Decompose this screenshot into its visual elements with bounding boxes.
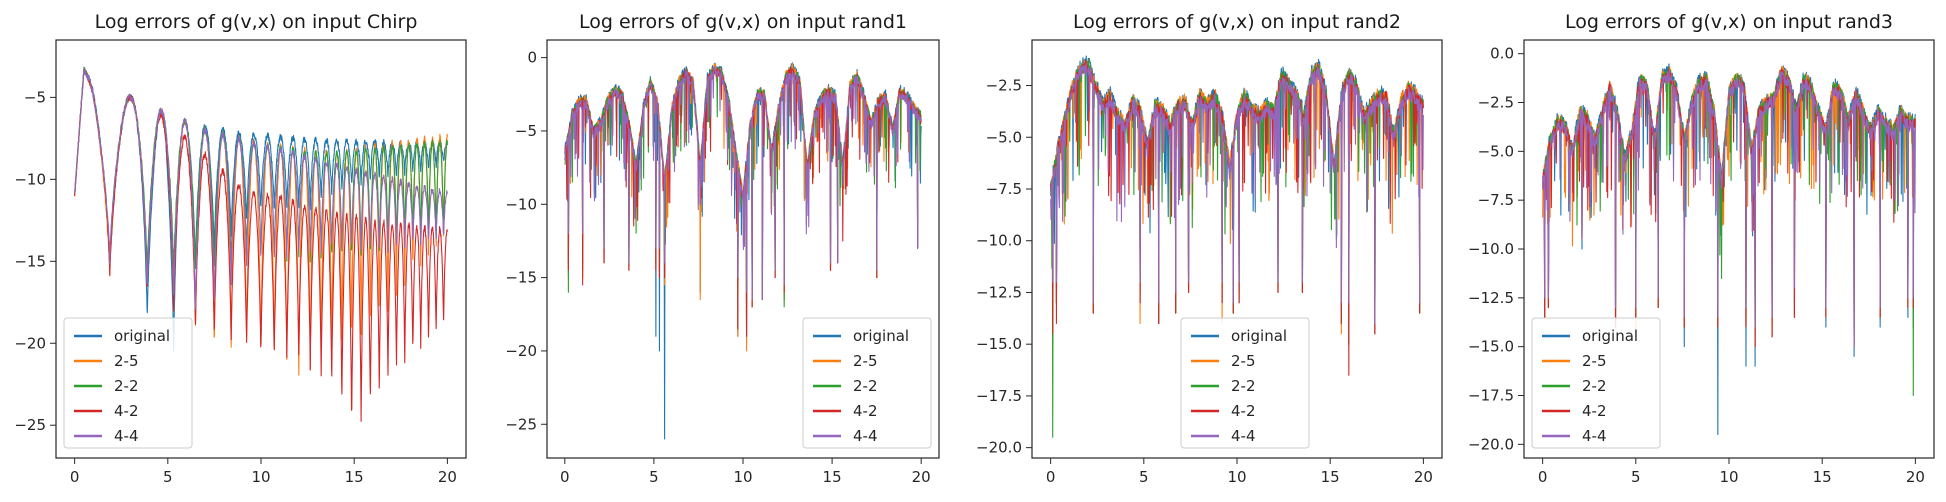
- y-tick-label: −10.0: [976, 232, 1022, 250]
- legend-label: 2-2: [114, 377, 139, 395]
- legend-label: 4-2: [114, 402, 139, 420]
- y-tick-label: −10: [14, 170, 46, 188]
- legend-box: [802, 317, 932, 449]
- y-tick-label: −20.0: [976, 439, 1022, 457]
- legend-label: original: [1231, 327, 1287, 345]
- legend-label: original: [1582, 327, 1638, 345]
- x-tick-label: 20: [1414, 468, 1433, 486]
- series-line-4-4: [564, 66, 922, 301]
- x-tick-label: 0: [70, 468, 80, 486]
- legend-label: 4-2: [1582, 402, 1607, 420]
- y-tick-label: −5: [24, 88, 46, 106]
- x-tick-label: 20: [438, 468, 457, 486]
- legend: original 2-5 2-2 4-2 4-4: [63, 317, 193, 449]
- legend-label: 4-2: [853, 402, 878, 420]
- legend-label: 2-5: [1231, 352, 1256, 370]
- y-tick-label: −25: [14, 416, 46, 434]
- x-tick-label: 5: [649, 468, 659, 486]
- y-tick-label: −20: [14, 334, 46, 352]
- legend: original 2-5 2-2 4-2 4-4: [802, 317, 932, 449]
- legend: original 2-5 2-2 4-2 4-4: [1180, 317, 1310, 449]
- y-tick-label: −17.5: [976, 387, 1022, 405]
- y-tick-label: −2.5: [986, 77, 1022, 95]
- subplot-title: Log errors of g(v,x) on input rand3: [1565, 11, 1893, 33]
- y-tick-label: 0.0: [1490, 45, 1514, 63]
- y-tick-label: −15: [14, 252, 46, 270]
- y-tick-label: −25: [505, 415, 537, 433]
- subplot-rand2: Log errors of g(v,x) on input rand2 0 5 10…: [976, 11, 1443, 486]
- x-tick-label: 15: [1321, 468, 1340, 486]
- series-lines: [1050, 55, 1424, 438]
- series-lines: [74, 66, 448, 422]
- series-line-4-4: [1050, 62, 1424, 325]
- y-tick-label: −10.0: [1468, 240, 1514, 258]
- x-tick-label: 0: [560, 468, 570, 486]
- series-line-4-4: [74, 68, 448, 310]
- x-tick-label: 0: [1046, 468, 1056, 486]
- x-tick-label: 10: [251, 468, 270, 486]
- series-lines: [1542, 63, 1916, 436]
- x-tick-label: 15: [1813, 468, 1832, 486]
- y-tick-label: 0: [527, 49, 537, 67]
- y-tick-label: −17.5: [1468, 386, 1514, 404]
- subplot-rand3: Log errors of g(v,x) on input rand3 0 5 10…: [1468, 11, 1935, 486]
- subplot-chirp: Log errors of g(v,x) on input Chirp 0 5 10…: [14, 11, 467, 486]
- legend-label: 2-2: [1231, 377, 1256, 395]
- x-tick-label: 20: [912, 468, 931, 486]
- x-tick-label: 10: [1719, 468, 1738, 486]
- legend-label: 2-2: [853, 377, 878, 395]
- legend-label: 4-4: [853, 427, 878, 445]
- y-tick-label: −10: [505, 195, 537, 213]
- y-tick-label: −12.5: [976, 283, 1022, 301]
- x-tick-label: 5: [1631, 468, 1641, 486]
- legend-label: 2-2: [1582, 377, 1607, 395]
- x-tick-label: 10: [733, 468, 752, 486]
- x-tick-label: 0: [1538, 468, 1548, 486]
- y-tick-label: −2.5: [1478, 94, 1514, 112]
- legend-label: 4-4: [1582, 427, 1607, 445]
- legend-box: [63, 317, 193, 449]
- x-tick-label: 20: [1906, 468, 1925, 486]
- x-tick-label: 5: [1139, 468, 1149, 486]
- x-tick-label: 10: [1227, 468, 1246, 486]
- x-tick-label: 15: [345, 468, 364, 486]
- series-line-4-4: [1542, 69, 1916, 348]
- y-tick-label: −5.0: [1478, 142, 1514, 160]
- y-tick-label: −12.5: [1468, 289, 1514, 307]
- y-tick-label: −20: [505, 342, 537, 360]
- y-tick-label: −5: [515, 122, 537, 140]
- legend-label: original: [114, 327, 170, 345]
- legend-label: 2-5: [853, 352, 878, 370]
- y-tick-label: −20.0: [1468, 435, 1514, 453]
- y-tick-label: −15.0: [976, 335, 1022, 353]
- subplot-title: Log errors of g(v,x) on input rand1: [579, 11, 907, 33]
- subplot-rand1: Log errors of g(v,x) on input rand1 0 5 10…: [505, 11, 940, 486]
- y-tick-label: −7.5: [1478, 191, 1514, 209]
- series-lines: [564, 62, 922, 440]
- y-tick-label: −5.0: [986, 128, 1022, 146]
- legend-label: original: [853, 327, 909, 345]
- legend-label: 2-5: [1582, 352, 1607, 370]
- legend-label: 4-2: [1231, 402, 1256, 420]
- x-tick-label: 15: [823, 468, 842, 486]
- y-tick-label: −15.0: [1468, 338, 1514, 356]
- legend-box: [1180, 317, 1310, 449]
- subplot-title: Log errors of g(v,x) on input Chirp: [95, 11, 418, 33]
- legend-label: 4-4: [1231, 427, 1256, 445]
- legend-label: 4-4: [114, 427, 139, 445]
- legend-box: [1531, 317, 1661, 449]
- subplot-title: Log errors of g(v,x) on input rand2: [1073, 11, 1401, 33]
- legend-label: 2-5: [114, 352, 139, 370]
- x-tick-label: 5: [163, 468, 173, 486]
- legend: original 2-5 2-2 4-2 4-4: [1531, 317, 1661, 449]
- y-tick-label: −7.5: [986, 180, 1022, 198]
- y-tick-label: −15: [505, 269, 537, 287]
